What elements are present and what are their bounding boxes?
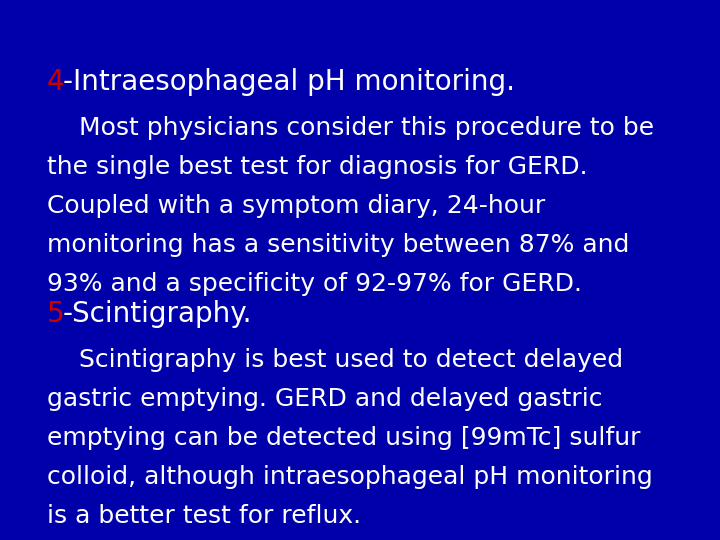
Text: Most physicians consider this procedure to be: Most physicians consider this procedure …: [47, 116, 654, 140]
Text: 5: 5: [47, 300, 64, 328]
Text: -Intraesophageal pH monitoring.: -Intraesophageal pH monitoring.: [63, 68, 515, 96]
Text: the single best test for diagnosis for GERD.: the single best test for diagnosis for G…: [47, 155, 588, 179]
Text: gastric emptying. GERD and delayed gastric: gastric emptying. GERD and delayed gastr…: [47, 387, 603, 411]
Text: 4: 4: [47, 68, 64, 96]
Text: -Scintigraphy.: -Scintigraphy.: [63, 300, 252, 328]
Text: 93% and a specificity of 92-97% for GERD.: 93% and a specificity of 92-97% for GERD…: [47, 272, 582, 295]
Text: colloid, although intraesophageal pH monitoring: colloid, although intraesophageal pH mon…: [47, 465, 652, 489]
Text: Scintigraphy is best used to detect delayed: Scintigraphy is best used to detect dela…: [47, 348, 623, 372]
Text: Coupled with a symptom diary, 24-hour: Coupled with a symptom diary, 24-hour: [47, 194, 545, 218]
Text: emptying can be detected using [99mTc] sulfur: emptying can be detected using [99mTc] s…: [47, 426, 640, 450]
Text: is a better test for reflux.: is a better test for reflux.: [47, 504, 361, 528]
Text: monitoring has a sensitivity between 87% and: monitoring has a sensitivity between 87%…: [47, 233, 629, 256]
